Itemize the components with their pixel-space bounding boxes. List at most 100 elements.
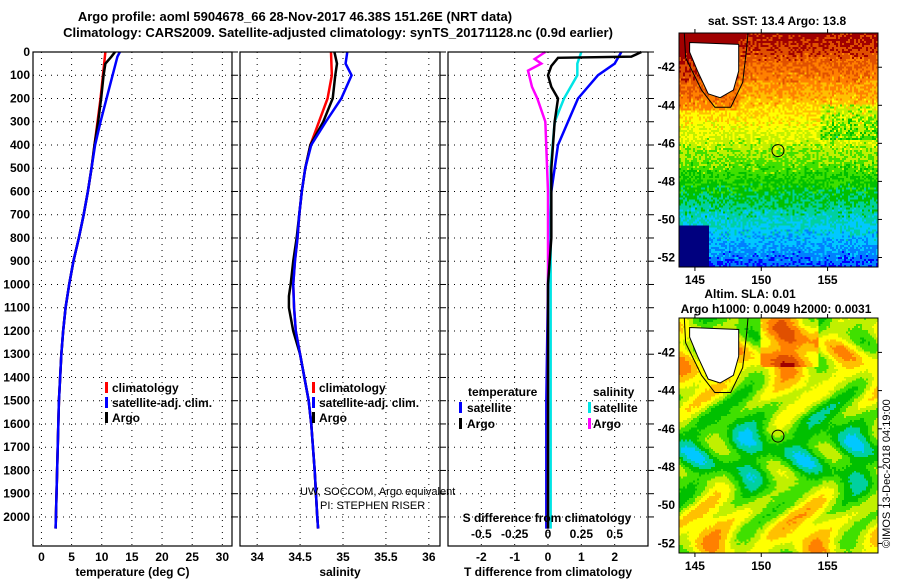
y-tick-label: 0 <box>23 45 30 59</box>
x-tick-label: 0 <box>38 550 45 564</box>
y-tick-label: 1400 <box>3 370 30 384</box>
lat-tick-label: -46 <box>658 422 676 436</box>
secondary-x-axis-label: S difference from climatology <box>463 511 632 525</box>
legend-swatch <box>459 402 462 413</box>
series-line-satellite-adj-clim- <box>291 51 353 529</box>
lon-tick-label: 145 <box>685 273 705 287</box>
argo-location-marker <box>771 144 785 158</box>
lat-tick-label: -42 <box>658 345 676 359</box>
x-tick-label: 35.5 <box>374 550 398 564</box>
lon-tick-label: 145 <box>685 559 705 573</box>
x-tick-label: 25 <box>186 550 200 564</box>
legend-label: Argo <box>319 411 347 425</box>
y-tick-label: 2000 <box>3 510 30 524</box>
shelf-contour <box>683 317 749 394</box>
profile-panel-0: 0 5 10 15 20 25 300100200300400500600700800900… <box>3 45 238 579</box>
tasmania-landmass <box>689 327 740 384</box>
credit-line1: UW, SOCCOM, Argo equivalent <box>300 486 455 498</box>
y-tick-label: 800 <box>10 231 30 245</box>
x-tick-label: 0 <box>545 550 552 564</box>
legend-label: Argo <box>467 417 495 431</box>
lon-tick-label: 150 <box>751 559 771 573</box>
argo-location-marker <box>771 429 785 443</box>
legend-label: Argo <box>112 411 140 425</box>
y-tick-label: 400 <box>10 138 30 152</box>
y-tick-label: 100 <box>10 68 30 82</box>
lat-tick-label: -48 <box>658 460 676 474</box>
lat-tick-label: -46 <box>658 136 676 150</box>
legend-swatch <box>588 418 591 429</box>
series-line-argo <box>54 51 116 529</box>
x-tick-label: 34 <box>250 550 264 564</box>
series-line-t-satellite <box>545 51 623 529</box>
credit-line2: PI: STEPHEN RISER <box>320 500 425 512</box>
lon-tick-label: 150 <box>751 273 771 287</box>
legend-label: climatology <box>112 381 179 395</box>
x-tick-label: -1 <box>509 550 520 564</box>
y-tick-label: 500 <box>10 161 30 175</box>
lat-tick-label: -44 <box>658 384 676 398</box>
y-tick-label: 900 <box>10 254 30 268</box>
lat-tick-label: -50 <box>658 212 676 226</box>
secondary-x-tick-label: 0.25 <box>570 527 594 541</box>
x-tick-label: 5 <box>68 550 75 564</box>
shelf-contour <box>683 32 749 108</box>
lon-tick-label: 155 <box>818 273 838 287</box>
legend-swatch <box>105 397 108 408</box>
x-tick-label: 1 <box>578 550 585 564</box>
y-tick-label: 1600 <box>3 417 30 431</box>
lat-tick-label: -42 <box>658 60 676 74</box>
sla-map-title: Altim. SLA: 0.01 <box>704 287 796 301</box>
legend-swatch <box>312 397 315 408</box>
legend-label: satellite <box>467 401 512 415</box>
map-panel-3: 145 150 155 -42 -44 -46 -48 -50 -52 <box>658 29 882 287</box>
legend-label: Argo <box>593 417 621 431</box>
legend-swatch <box>105 382 108 393</box>
profile-panel-2: -2 -1 0 1 2T difference from climatology temp… <box>447 50 654 579</box>
legend-swatch <box>105 412 108 423</box>
x-axis-label: salinity <box>319 565 361 579</box>
x-tick-label: 15 <box>125 550 139 564</box>
y-tick-label: 1200 <box>3 324 30 338</box>
profile-panel-1: 34 34.5 35 35.5 36 salinity climatologysatelli… <box>239 51 446 579</box>
legend-swatch <box>588 402 591 413</box>
y-tick-label: 1000 <box>3 277 30 291</box>
legend-title-salinity: salinity <box>593 385 635 399</box>
y-tick-label: 1900 <box>3 487 30 501</box>
y-tick-label: 1500 <box>3 394 30 408</box>
sst-map-title: sat. SST: 13.4 Argo: 13.8 <box>708 14 847 28</box>
legend-label: satellite <box>593 401 638 415</box>
secondary-x-tick-label: 0 <box>545 527 552 541</box>
y-tick-label: 1700 <box>3 440 30 454</box>
legend-label: climatology <box>319 381 386 395</box>
map-frame <box>678 32 879 268</box>
plot-frame <box>32 51 233 547</box>
y-tick-label: 300 <box>10 115 30 129</box>
y-tick-label: 200 <box>10 91 30 105</box>
y-tick-label: 600 <box>10 184 30 198</box>
y-tick-label: 1800 <box>3 463 30 477</box>
x-tick-label: 30 <box>216 550 230 564</box>
series-line-satellite-adj-clim- <box>54 51 121 529</box>
y-tick-label: 1300 <box>3 347 30 361</box>
legend-swatch <box>459 418 462 429</box>
x-axis-label: temperature (deg C) <box>75 565 189 579</box>
legend-swatch <box>312 412 315 423</box>
x-tick-label: 36 <box>422 550 436 564</box>
legend-label: satellite-adj. clim. <box>319 396 419 410</box>
plot-frame <box>447 51 649 547</box>
x-tick-label: 20 <box>155 550 169 564</box>
y-tick-label: 1100 <box>4 301 30 315</box>
title-line2: Climatology: CARS2009. Satellite-adjuste… <box>63 25 613 40</box>
lat-tick-label: -52 <box>658 250 676 264</box>
x-tick-label: -2 <box>476 550 487 564</box>
lat-tick-label: -44 <box>658 98 676 112</box>
legend-swatch <box>312 382 315 393</box>
imos-stamp: ©IMOS 13-Dec-2018 04:19:00 <box>881 399 893 548</box>
x-axis-label: T difference from climatology <box>464 565 632 579</box>
sla-map-subtitle: Argo h1000: 0.0049 h2000: 0.0031 <box>681 302 872 316</box>
x-tick-label: 10 <box>95 550 109 564</box>
lon-tick-label: 155 <box>818 559 838 573</box>
secondary-x-tick-label: -0.25 <box>501 527 529 541</box>
